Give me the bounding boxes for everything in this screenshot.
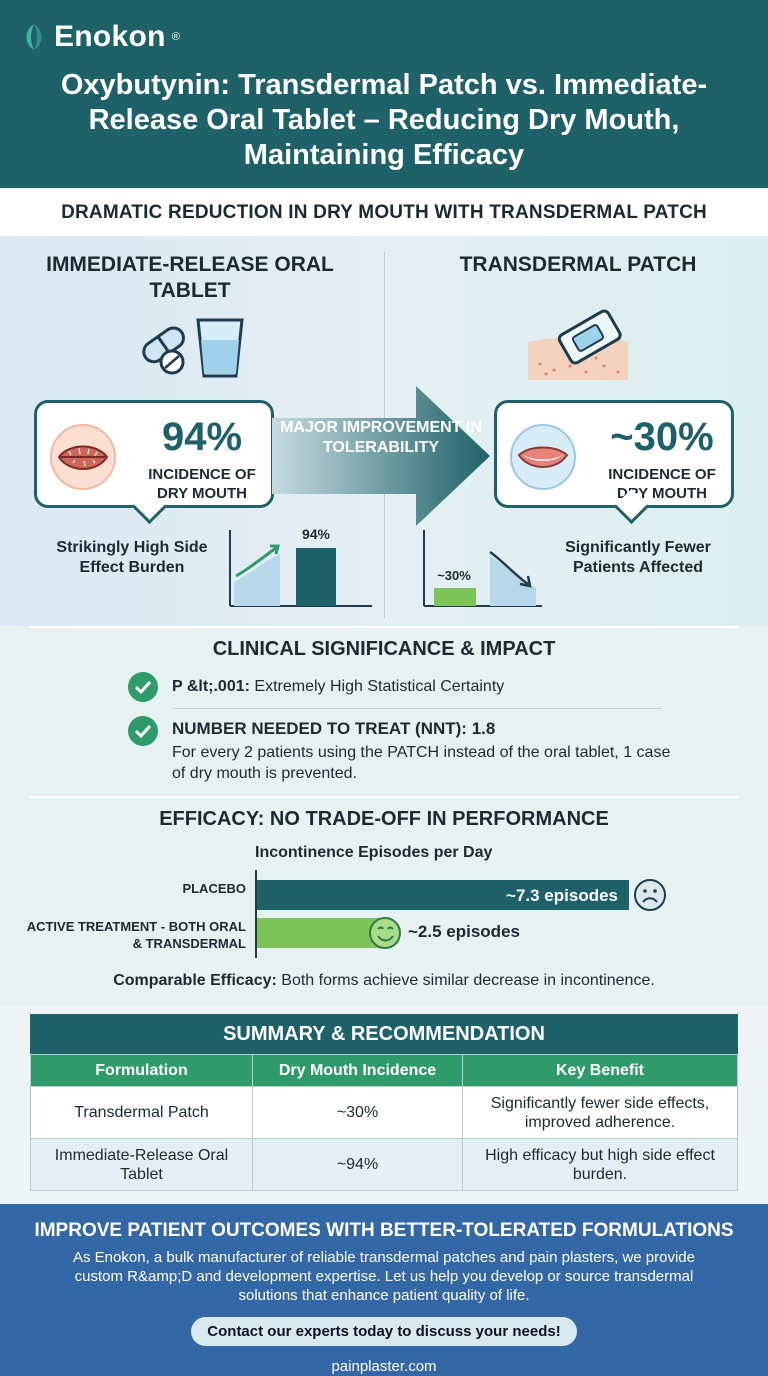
patch-dry-mouth-callout: ~30% INCIDENCE OF DRY MOUTH — [494, 400, 734, 508]
oral-percentage: 94% — [161, 415, 243, 459]
nnt-label: NUMBER NEEDED TO TREAT (NNT): 1.8 — [172, 719, 496, 738]
arrow-label: MAJOR IMPROVEMENT IN TOLERABILITY — [280, 419, 482, 456]
oral-dry-mouth-callout: 94% INCIDENCE OF DRY MOUTH — [34, 400, 274, 508]
divider — [30, 796, 738, 798]
brand-name: Enokon — [54, 20, 166, 53]
table-row: Immediate-Release Oral Tablet ~94% High … — [30, 1138, 738, 1191]
placebo-value-label: ~7.3 episodes — [506, 886, 618, 905]
footer-body: As Enokon, a bulk manufacturer of reliab… — [72, 1249, 695, 1304]
table-cell: ~30% — [252, 1086, 463, 1139]
patch-mini-bar — [434, 588, 476, 606]
placebo-label: PLACEBO — [182, 881, 246, 896]
oral-mini-chart — [229, 530, 372, 607]
table-header-row: Formulation Dry Mouth Incidence Key Bene… — [30, 1054, 738, 1087]
p-value-label: P &lt;.001: — [172, 678, 250, 695]
clinical-title: CLINICAL SIGNIFICANCE & IMPACT — [212, 638, 556, 660]
summary-title: SUMMARY & RECOMMENDATION — [30, 1014, 738, 1054]
oral-mini-bar-label: 94% — [301, 526, 331, 542]
divider — [30, 626, 738, 628]
table-cell: ~94% — [252, 1138, 463, 1191]
table-cell: High efficacy but high side effect burde… — [462, 1138, 738, 1191]
patch-side-note: Significantly Fewer Patients Affected — [565, 539, 711, 576]
table-row: Transdermal Patch ~30% Significantly few… — [30, 1086, 738, 1139]
oral-mini-bar — [296, 548, 336, 606]
column-header: Key Benefit — [462, 1054, 738, 1087]
placebo-bar — [257, 880, 629, 910]
oral-side-note: Strikingly High Side Effect Burden — [56, 539, 208, 576]
table-cell: Immediate-Release Oral Tablet — [30, 1138, 253, 1191]
check-icon — [128, 716, 158, 746]
chart-title: Incontinence Episodes per Day — [255, 844, 493, 861]
column-header: Dry Mouth Incidence — [252, 1054, 463, 1087]
summary-section: SUMMARY & RECOMMENDATION Formulation Dry… — [0, 1006, 768, 1202]
efficacy-note-text: Both forms achieve similar decrease in i… — [281, 972, 655, 989]
comparison-panel: IMMEDIATE-RELEASE ORAL TABLET TRANSDERMA… — [0, 236, 768, 626]
active-label: ACTIVE TREATMENT - BOTH ORAL & TRANSDERM… — [26, 919, 246, 951]
nnt-text: For every 2 patients using the PATCH ins… — [172, 744, 671, 782]
patch-mini-bar-label: ~30% — [437, 568, 471, 583]
efficacy-section: EFFICACY: NO TRADE-OFF IN PERFORMANCE In… — [0, 796, 768, 1006]
enokon-leaf-icon — [26, 24, 42, 50]
dry-lips-icon — [50, 424, 116, 490]
footer-banner: IMPROVE PATIENT OUTCOMES WITH BETTER-TOL… — [0, 1204, 768, 1376]
summary-table: Formulation Dry Mouth Incidence Key Bene… — [30, 1054, 738, 1191]
oral-percentage-label: INCIDENCE OF DRY MOUTH — [148, 466, 256, 502]
clinical-section: CLINICAL SIGNIFICANCE & IMPACT P &lt;.00… — [0, 626, 768, 796]
efficacy-note-bold: Comparable Efficacy: — [113, 972, 277, 989]
improvement-arrow — [272, 386, 490, 526]
table-cell: Transdermal Patch — [30, 1086, 253, 1139]
divider — [172, 708, 662, 709]
column-header: Formulation — [30, 1054, 253, 1087]
healthy-lips-icon — [510, 424, 576, 490]
registered-mark: ® — [171, 31, 180, 43]
footer-title: IMPROVE PATIENT OUTCOMES WITH BETTER-TOL… — [34, 1220, 734, 1241]
happy-face-icon — [369, 917, 401, 949]
pill-and-glass-icon — [142, 318, 244, 378]
website-link[interactable]: painplaster.com — [331, 1358, 437, 1375]
section-subhead: DRAMATIC REDUCTION IN DRY MOUTH WITH TRA… — [0, 188, 768, 236]
patch-mini-chart — [423, 530, 542, 607]
p-value-text: Extremely High Statistical Certainty — [254, 678, 505, 695]
patch-percentage: ~30% — [610, 415, 714, 459]
skin-patch-icon — [528, 309, 628, 380]
table-cell: Significantly fewer side effects, improv… — [462, 1086, 738, 1139]
efficacy-bar-chart: ~7.3 episodes — [255, 870, 666, 958]
patch-title: TRANSDERMAL PATCH — [459, 253, 697, 276]
oral-tablet-title: IMMEDIATE-RELEASE ORAL TABLET — [46, 253, 334, 302]
active-treatment-bar — [257, 918, 385, 948]
check-icon — [128, 672, 158, 702]
page-title: Oxybutynin: Transdermal Patch vs. Immedi… — [60, 69, 708, 171]
logo[interactable]: Enokon ® — [20, 20, 180, 54]
active-value-label: ~2.5 episodes — [408, 922, 520, 941]
patch-percentage-label: INCIDENCE OF DRY MOUTH — [608, 466, 716, 502]
header-banner: Enokon ® Oxybutynin: Transdermal Patch v… — [0, 0, 768, 188]
efficacy-title: EFFICACY: NO TRADE-OFF IN PERFORMANCE — [159, 808, 609, 830]
sad-face-icon — [634, 879, 666, 911]
contact-cta-button[interactable]: Contact our experts today to discuss you… — [191, 1317, 577, 1346]
